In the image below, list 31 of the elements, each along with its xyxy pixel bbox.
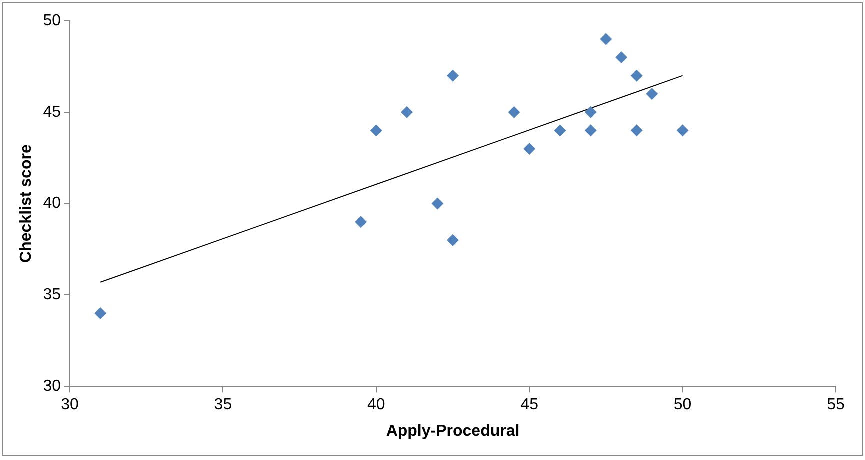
x-tick-label: 50 (674, 396, 692, 414)
point (630, 70, 643, 82)
point (524, 142, 536, 155)
point (508, 106, 520, 118)
y-tick-label: 30 (43, 378, 62, 396)
point (554, 124, 566, 137)
point (94, 307, 107, 320)
point (432, 198, 444, 210)
point (355, 216, 368, 228)
x-tick-label: 30 (61, 396, 79, 414)
y-axis-title: Checklist score (18, 144, 36, 263)
x-tick-label: 55 (827, 396, 845, 414)
y-tick-label: 50 (43, 12, 62, 30)
y-tick-label: 35 (43, 286, 62, 304)
point (584, 124, 597, 137)
point (447, 234, 459, 246)
point (584, 106, 597, 118)
point (600, 33, 612, 46)
point (370, 124, 382, 137)
x-tick-label: 35 (214, 396, 232, 414)
y-tick-label: 45 (43, 104, 62, 121)
point (646, 88, 658, 100)
x-tick-label: 40 (368, 396, 386, 414)
point (616, 52, 628, 64)
x-tick-label: 45 (520, 396, 539, 414)
point (630, 124, 643, 137)
y-tick-label: 40 (43, 195, 62, 212)
point (401, 106, 414, 118)
x-axis-title: Apply-Procedural (386, 422, 520, 440)
point (676, 124, 689, 137)
point (447, 70, 459, 82)
